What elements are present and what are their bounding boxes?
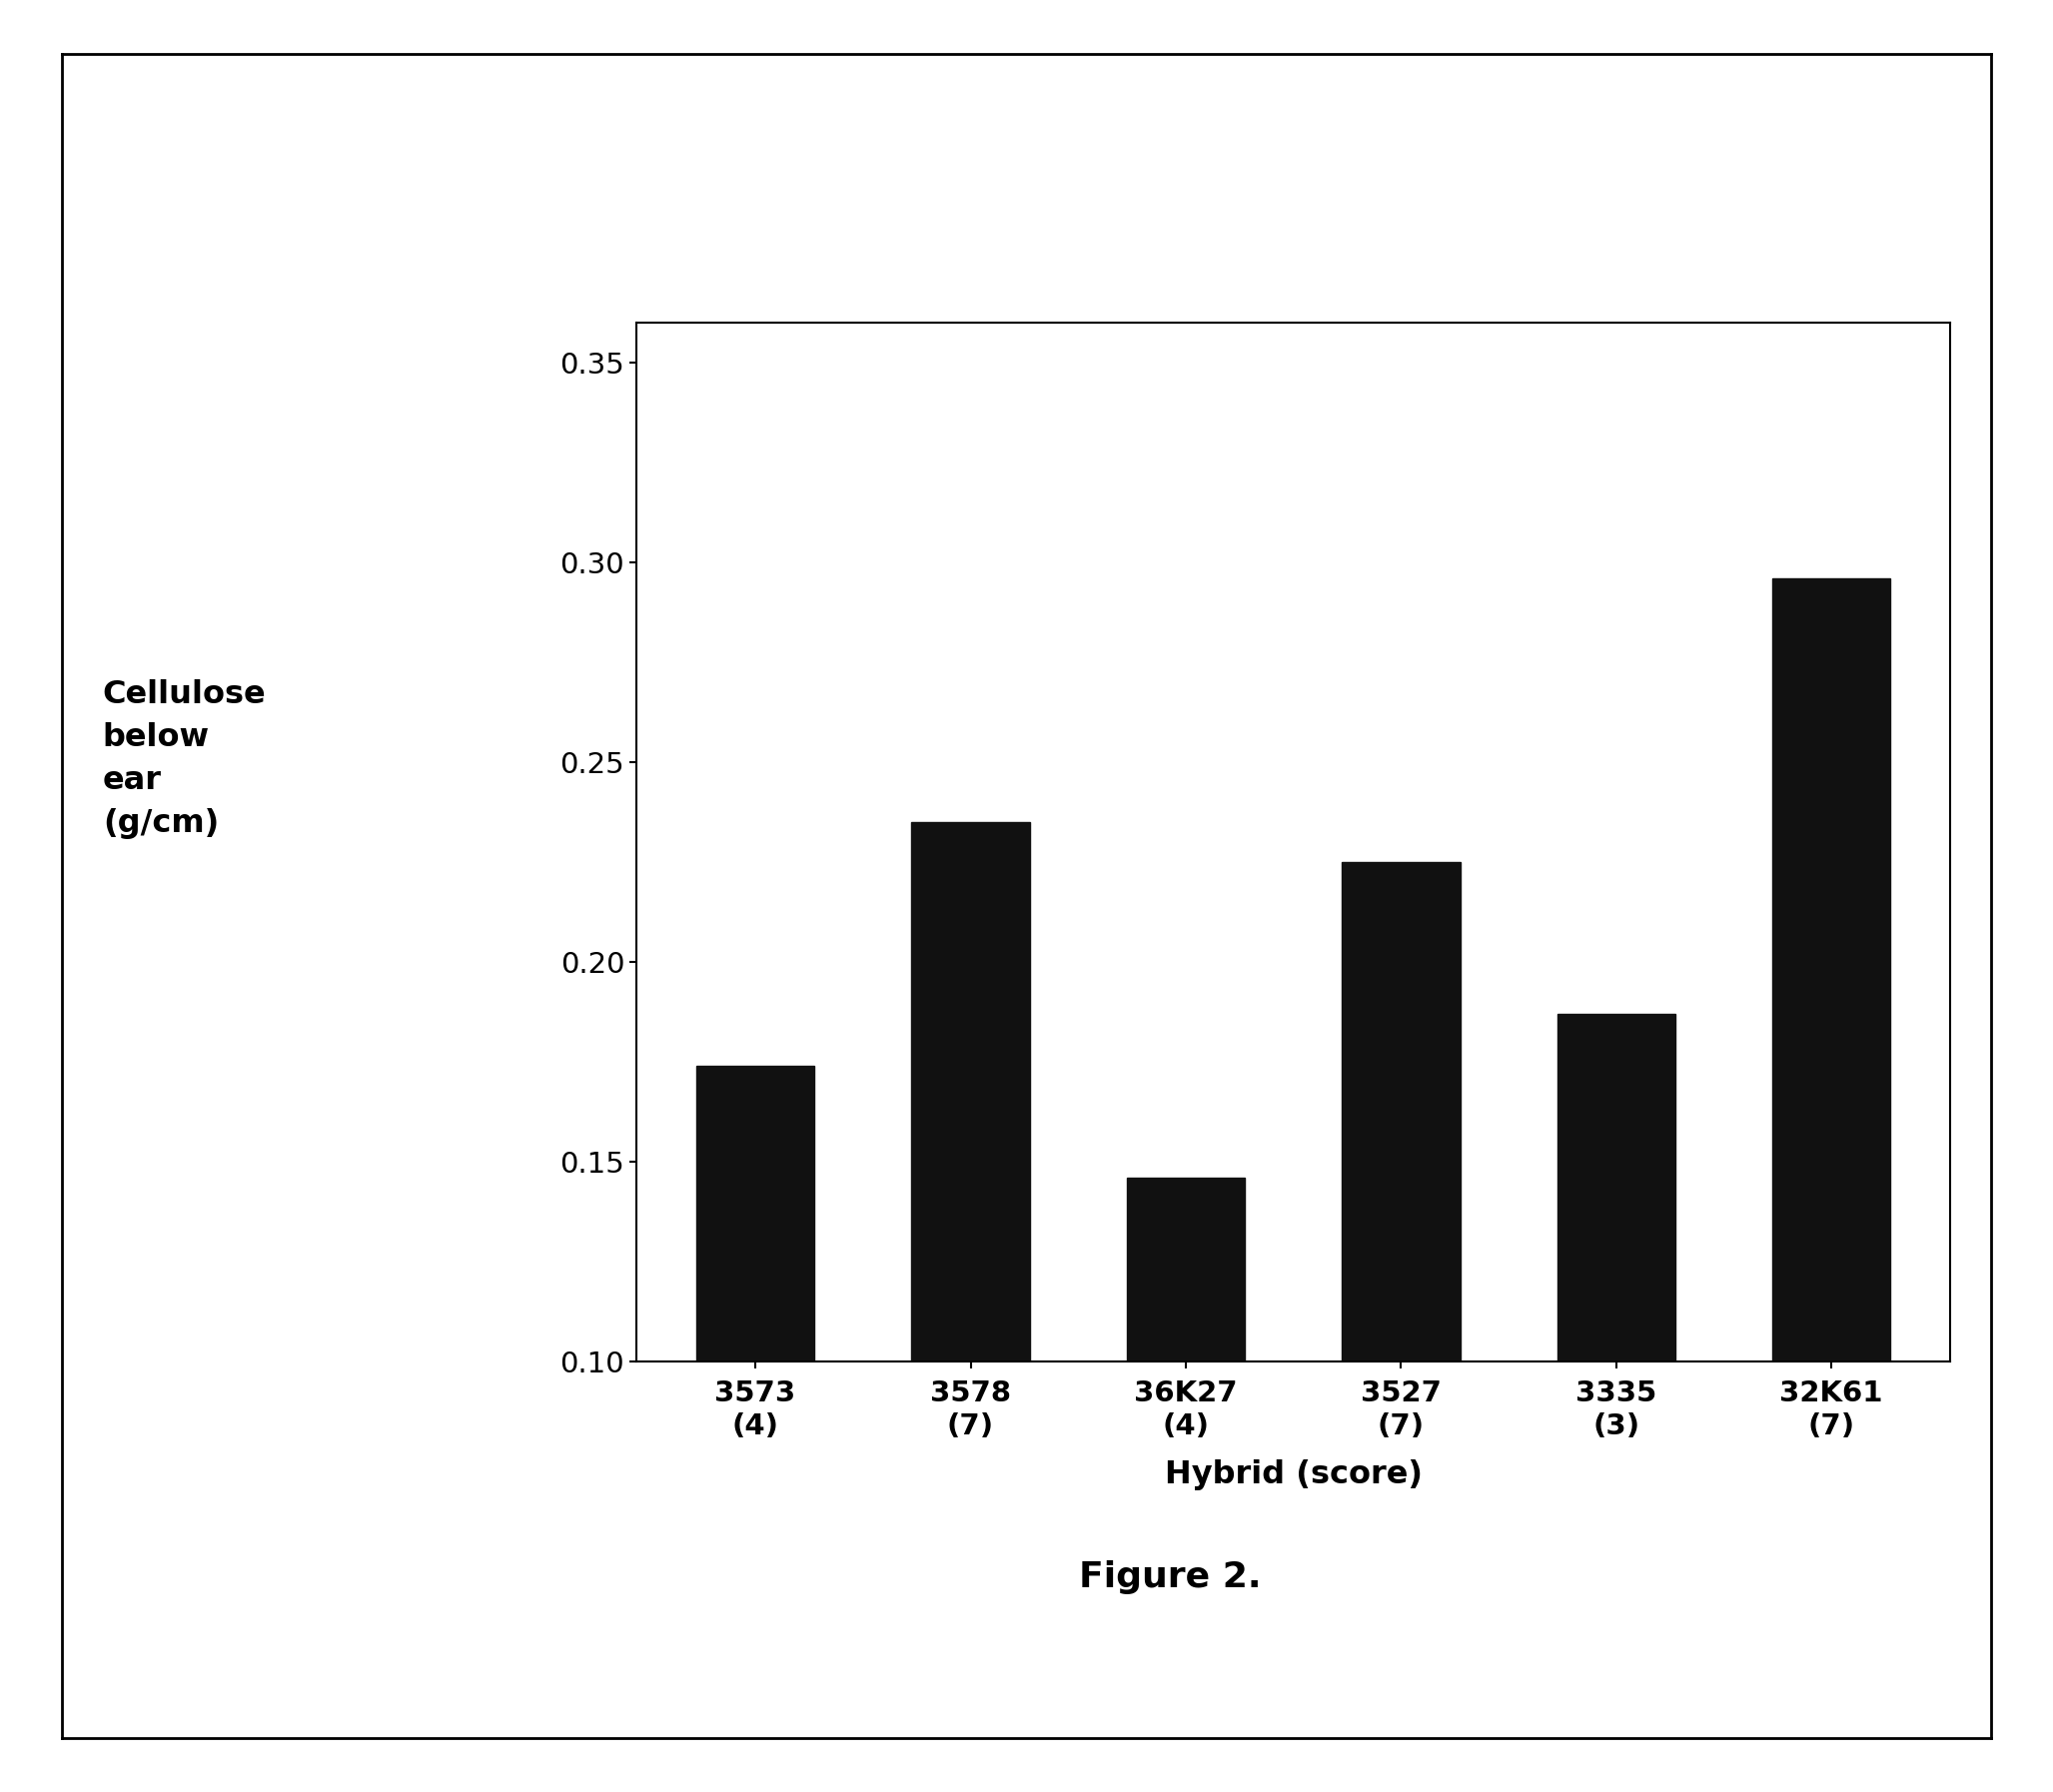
Text: Cellulose
below
ear
(g/cm): Cellulose below ear (g/cm)	[103, 679, 267, 839]
Bar	[1772, 579, 1891, 1762]
Bar	[1556, 1014, 1675, 1762]
Bar	[912, 823, 1031, 1762]
X-axis label: Hybrid (score): Hybrid (score)	[1164, 1460, 1423, 1491]
Text: Figure 2.: Figure 2.	[1080, 1561, 1261, 1593]
Bar	[696, 1066, 815, 1762]
Bar	[1343, 862, 1460, 1762]
Bar	[1127, 1177, 1244, 1762]
